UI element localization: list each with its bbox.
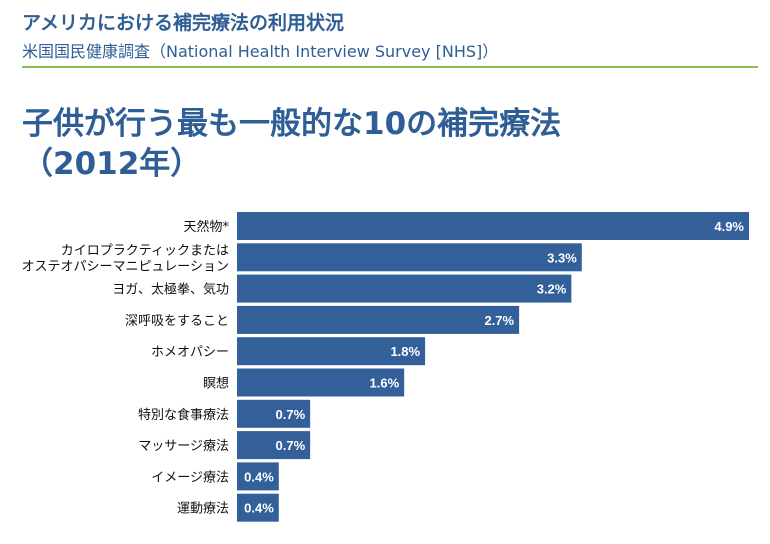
chart-title-line1: 子供が行う最も一般的な10の補完療法 [22, 106, 562, 142]
bar-value-label-2: 3.3% [547, 250, 577, 265]
bar-value-label-4: 2.7% [484, 313, 514, 328]
category-label-5: ホメオパシー [151, 345, 229, 360]
category-label-1: 天然物* [183, 219, 229, 235]
bar-value-label-8: 0.7% [276, 438, 306, 453]
bar-value-label-5: 1.8% [390, 344, 420, 359]
bar-value-label-7: 0.7% [276, 407, 306, 422]
bar-1 [237, 212, 749, 240]
category-label-3: ヨガ、太極拳、気功 [112, 282, 229, 298]
bar-value-label-6: 1.6% [370, 376, 400, 391]
bar-6 [237, 368, 405, 397]
header-divider [22, 66, 758, 68]
bar-value-label-1: 4.9% [714, 219, 744, 234]
bar-value-label-9: 0.4% [244, 469, 274, 484]
bar-9 [237, 462, 279, 491]
bar-5 [237, 337, 426, 366]
chart-title: 子供が行う最も一般的な10の補完療法 （2012年） [22, 104, 561, 184]
category-label-4: 深呼吸をすること [125, 314, 229, 329]
chart-title-line2: （2012年） [22, 146, 202, 182]
bar-7 [237, 399, 311, 428]
category-label-8: マッサージ療法 [138, 439, 229, 454]
bar-10 [237, 493, 279, 522]
category-label-2-line2: オステオパシーマニピュレーション [22, 259, 229, 274]
bar-2 [237, 243, 582, 272]
category-label-9: イメージ療法 [151, 470, 229, 485]
header-title: アメリカにおける補完療法の利用状況 [22, 12, 345, 34]
category-label-7: 特別な食事療法 [138, 407, 229, 423]
bar-4 [237, 305, 520, 334]
bar-value-label-3: 3.2% [537, 282, 567, 297]
bar-8 [237, 431, 311, 460]
bar-value-label-10: 0.4% [244, 501, 274, 516]
header-subtitle: 米国国民健康調査（National Health Interview Surve… [22, 42, 499, 61]
category-label-10: 運動療法 [177, 502, 229, 517]
category-label-6: 瞑想 [203, 376, 229, 392]
bar-3 [237, 274, 572, 303]
category-label-2-line1: カイロプラクティックまたは [61, 243, 229, 258]
